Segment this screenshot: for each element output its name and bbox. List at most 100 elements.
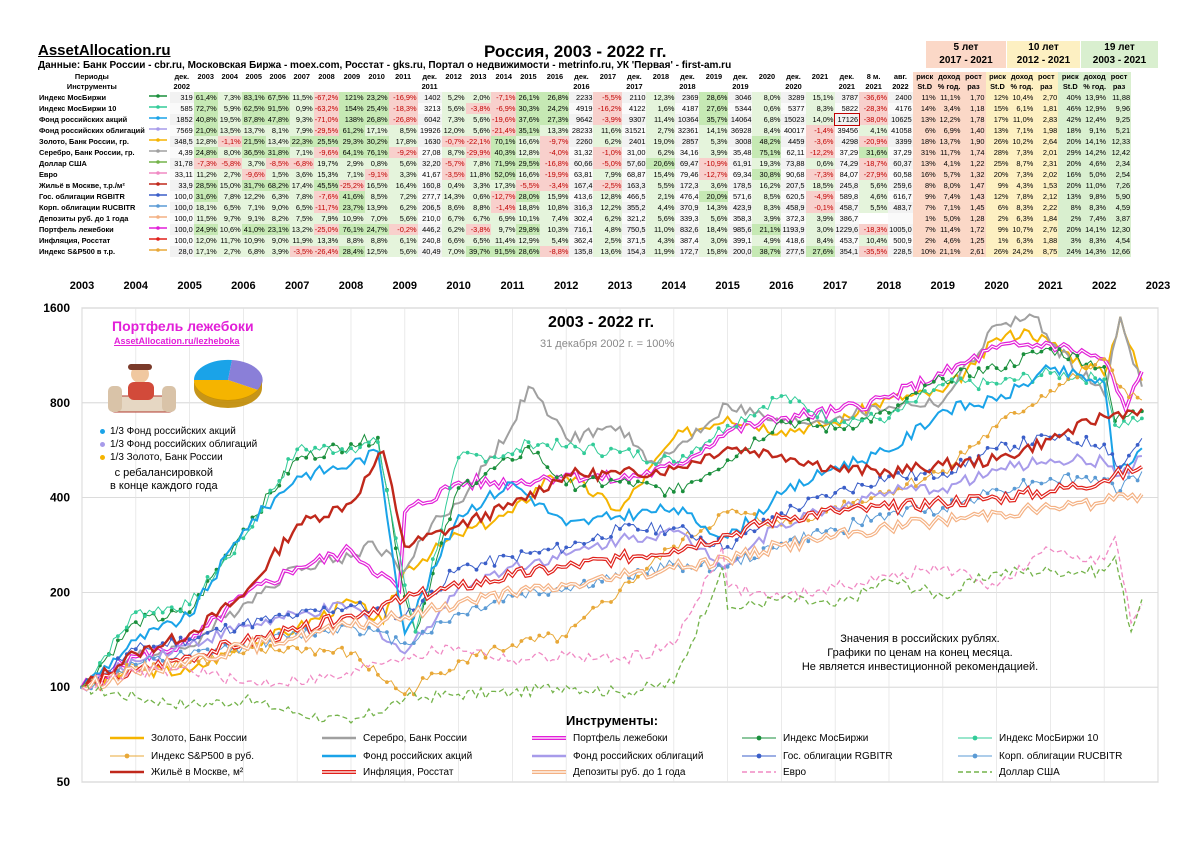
data-point [116,656,120,661]
data-point [896,408,900,413]
table-cell: 240,8 [417,235,442,246]
data-point [277,648,282,653]
table-cell: 6,9% [491,213,517,224]
table-cell: 8,5% [364,191,389,202]
table-cell: 571,6 [728,191,753,202]
data-point [545,443,550,448]
table-cell: 11,0% [1082,180,1108,191]
data-point [456,611,461,616]
table-cell: 8,3% [752,202,782,213]
table-cell: 33,9 [169,180,194,191]
table-cell: 61,4% [193,92,218,103]
table-cell: 5377 [781,103,806,114]
instrument-name: Гос. облигации RGBITR [39,192,125,201]
data-point [833,426,838,431]
table-cell: 1852 [169,114,194,125]
data-point [501,599,506,604]
data-point [627,447,631,451]
table-cell: 11,5% [193,213,218,224]
table-cell: 1% [912,213,937,224]
table-cell: 21,5% [241,136,266,147]
site-title[interactable]: AssetAllocation.ru [38,42,171,59]
table-cell: 3213 [417,103,442,114]
table-cell: 17% [985,114,1010,125]
data-point [761,546,766,550]
year-label: 2011 [500,280,525,292]
data-point [1066,437,1071,441]
table-cell: 60,37 [888,158,913,169]
table-cell: 0,4% [441,180,466,191]
data-point [645,566,649,571]
header-cell: риск [1058,72,1083,82]
data-point [958,457,963,462]
table-cell: -3,6% [805,136,835,147]
legend-swatch-icon [742,735,776,741]
data-point [420,676,425,680]
data-point [358,600,362,605]
data-point [232,551,237,556]
year-label: 2015 [715,280,740,292]
portfolio-link[interactable]: AssetAllocation.ru/lezheboka [114,336,240,346]
table-cell: 40% [1058,92,1083,103]
grid: 50 100 200 400 800 1600 [43,301,1159,789]
table-cell: 321,2 [622,213,647,224]
table-cell: 7,9% [593,169,623,180]
data-point [1084,474,1089,479]
header-cell: риск [912,72,937,82]
table-cell: -10,9% [699,158,729,169]
data-point [474,567,479,572]
table-cell: 9,3% [289,114,314,125]
data-point [295,613,300,618]
note-line: Не является инвестиционной рекомендацией… [801,661,1039,673]
table-cell: 1,32 [961,169,986,180]
data-point [600,536,604,540]
data-point [788,400,793,404]
table-cell: 1,47 [961,180,986,191]
table-cell: -28,3% [859,103,889,114]
data-point [526,440,531,444]
table-cell: -18,3% [388,103,418,114]
table-cell: 259,6 [888,180,913,191]
data-point [492,644,497,649]
data-point [1057,376,1062,381]
data-point [725,510,730,514]
table-cell: -4,9% [805,191,835,202]
data-point [940,471,945,476]
table-cell: 11,4% [936,224,962,235]
instrument-name: Корп. облигации RUCBITR [39,203,136,212]
table-cell: 11% [912,92,937,103]
data-point [555,640,560,644]
table-cell: 31,7% [241,180,266,191]
series-10 [81,407,1143,689]
table-cell: 6,1% [1009,103,1035,114]
data-point [116,634,120,638]
table-cell: 14,3% [441,191,466,202]
data-point [860,523,864,528]
data-point [1030,479,1035,484]
table-cell: 5,0% [936,213,962,224]
header-cell: 2020 [785,82,802,91]
data-point [510,452,515,457]
header-cell: 2002 [173,82,190,91]
table-cell: 985,6 [728,224,753,235]
table-cell: 362,4 [569,235,594,246]
table-cell: 3,9% [699,147,729,158]
table-cell: 12,2% [241,191,266,202]
data-point [914,391,918,395]
data-point [546,547,551,552]
data-point [869,411,873,416]
table-cell: 6,2% [388,202,418,213]
data-point [304,646,309,651]
data-point [609,535,613,539]
table-cell: 716,1 [569,224,594,235]
data-point [1127,475,1131,480]
period-range: 2003 - 2021 [1092,55,1147,66]
data-point [582,615,586,620]
table-cell: 15,3% [313,169,340,180]
table-cell: 37,6% [516,114,541,125]
table-cell: 7,5% [289,213,314,224]
data-point [304,608,309,613]
data-point [492,564,497,568]
data-point [824,429,829,434]
data-point [349,603,353,608]
